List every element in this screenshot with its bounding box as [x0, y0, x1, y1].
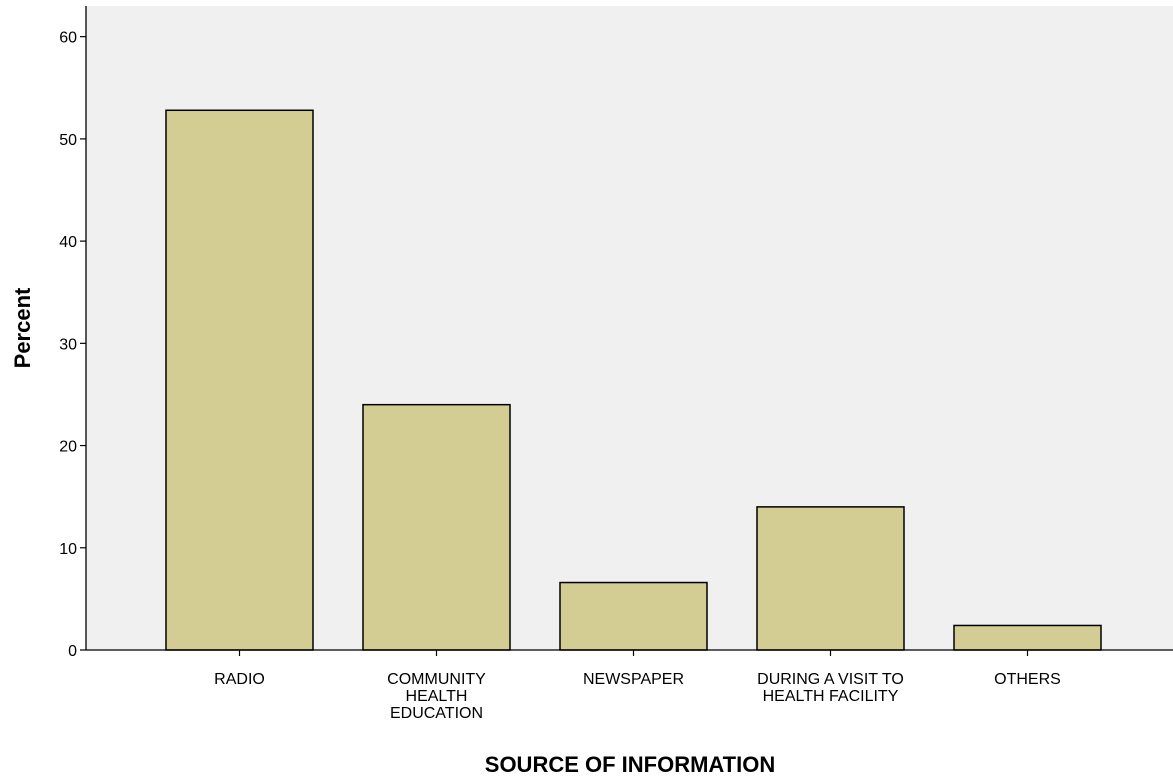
x-axis-title: SOURCE OF INFORMATION	[485, 752, 775, 777]
x-tick-label-3: DURING A VISIT TO HEALTH FACILITY	[757, 671, 904, 705]
bar-4	[953, 624, 1102, 651]
bar-0	[165, 109, 314, 651]
x-axis-tick-labels: RADIO COMMUNITY HEALTH EDUCATION NEWSPAPER DU…	[214, 671, 1061, 722]
y-tick-label-40: 40	[59, 234, 77, 251]
x-tick-label-0: RADIO	[214, 671, 265, 688]
y-tick-label-30: 30	[59, 336, 77, 353]
bar-3	[756, 506, 905, 651]
y-axis-title: Percent	[10, 287, 35, 368]
y-tick-label-60: 60	[59, 30, 77, 47]
x-axis-ticks	[238, 650, 1029, 656]
y-tick-label-0: 0	[68, 643, 77, 660]
x-tick-label-1: COMMUNITY HEALTH EDUCATION	[387, 671, 486, 722]
y-tick-label-10: 10	[59, 541, 77, 558]
bar-2	[559, 581, 708, 651]
y-tick-label-50: 50	[59, 132, 77, 149]
x-tick-label-4: OTHERS	[994, 671, 1061, 688]
x-tick-label-2: NEWSPAPER	[583, 671, 684, 688]
y-tick-label-20: 20	[59, 439, 77, 456]
bars-group	[165, 109, 1102, 651]
y-axis-ticks: 0 10 20 30 40 50 60	[59, 30, 86, 660]
bar-1	[362, 403, 511, 651]
